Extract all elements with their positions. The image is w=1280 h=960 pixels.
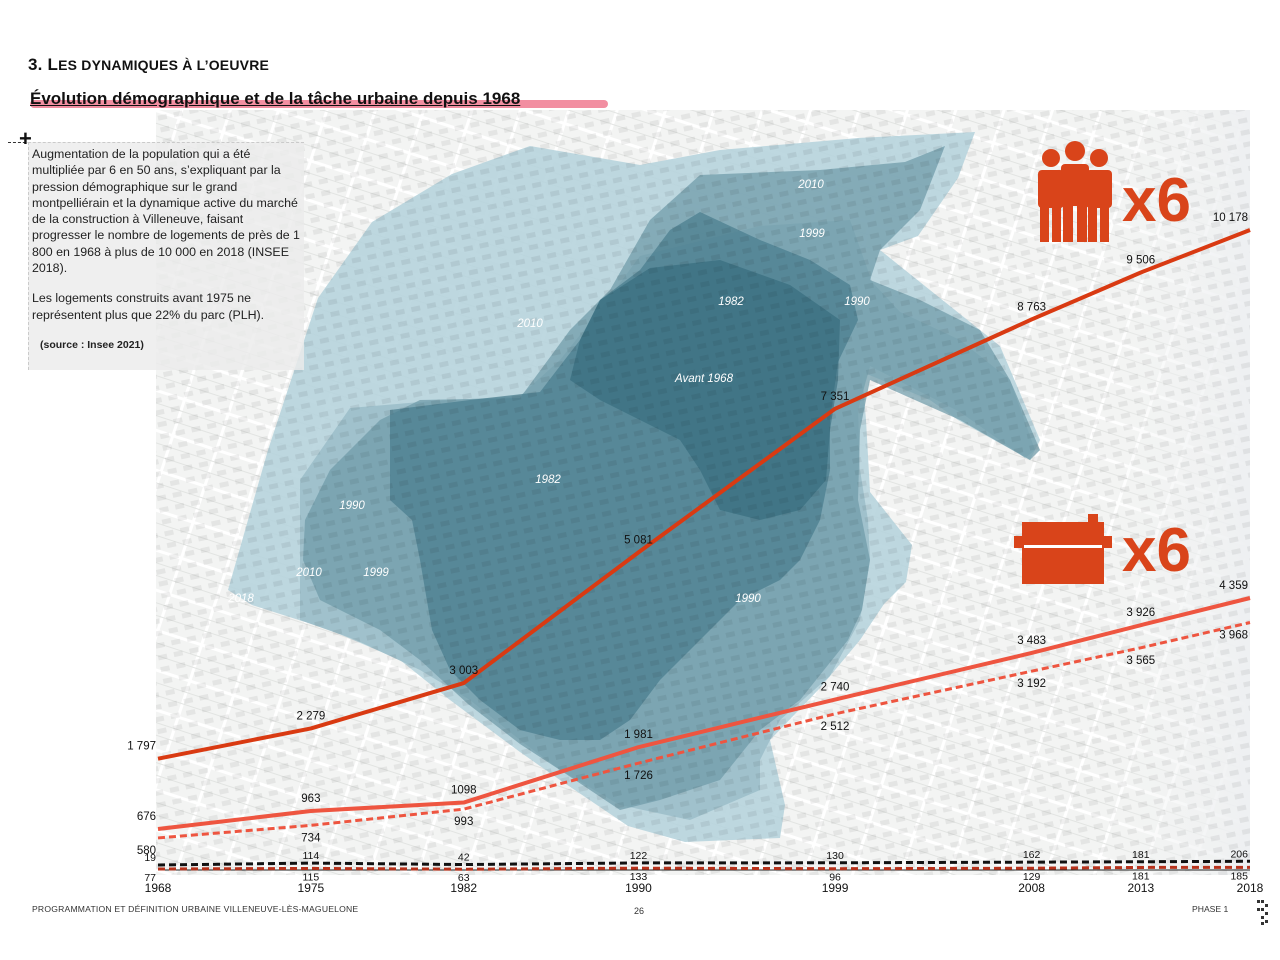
data-label-housing-main: 734: [301, 832, 321, 844]
map-zone-label: 1982: [718, 296, 744, 308]
population-multiplier: x6: [1122, 166, 1191, 235]
data-label-housing-total: 676: [137, 811, 156, 823]
map-zone-label: 1982: [535, 474, 561, 486]
series-line-pop: [157, 228, 1251, 761]
subtitle-highlight: [30, 100, 608, 108]
series-line-small-a: [157, 859, 1251, 867]
data-label-small-b: 96: [829, 872, 841, 884]
map-zone-label: 1990: [339, 500, 365, 512]
data-label-housing-total: 1098: [451, 785, 477, 797]
source-note: (source : Insee 2021): [40, 338, 144, 351]
data-label-housing-total: 3 926: [1126, 607, 1155, 619]
map-zone-label: 1990: [735, 593, 761, 605]
map-zone-label: 2018: [227, 593, 254, 605]
x-tick-label: 2018: [1237, 881, 1264, 895]
data-label-housing-total: 963: [301, 793, 320, 805]
data-label-housing-main: 3 565: [1126, 655, 1155, 667]
x-tick-label: 1990: [625, 881, 652, 895]
data-label-small-b: 185: [1230, 870, 1248, 882]
chart-plot: 1968 1975 1982 1990 1999 2008 2013 2018 1 797 2 2…: [127, 212, 1263, 895]
data-label-pop: 8 763: [1017, 301, 1046, 313]
data-label-small-a: 122: [630, 850, 648, 862]
data-label-pop: 9 506: [1126, 254, 1155, 266]
data-label-small-b: 63: [458, 872, 470, 884]
description-paragraph-1: Augmentation de la population qui a été …: [32, 147, 300, 276]
data-label-pop: 3 003: [449, 665, 478, 677]
data-label-small-a: 130: [826, 850, 844, 862]
map-zone-label: 2010: [797, 179, 824, 191]
x-tick-label: 1975: [298, 881, 325, 895]
map-labels: Avant 1968 1982 1982 1990 1990 1990 1999 1999 20…: [227, 179, 870, 605]
data-label-small-a: 42: [458, 852, 470, 864]
map-zone-label: 2010: [516, 318, 543, 330]
chart-subtitle: Évolution démographique et de la tâche u…: [30, 89, 521, 108]
data-label-housing-main: 3 192: [1017, 678, 1046, 690]
data-label-small-b: 129: [1023, 871, 1041, 883]
data-label-housing-total: 1 981: [624, 729, 653, 741]
data-label-small-a: 114: [303, 850, 320, 862]
footer-page-number: 26: [634, 906, 645, 916]
data-label-housing-main: 993: [454, 816, 473, 828]
x-tick-label: 2008: [1018, 881, 1045, 895]
data-label-small-a: 162: [1023, 849, 1041, 861]
description-textbox: Augmentation de la population qui a été …: [28, 142, 304, 370]
data-label-housing-total: 3 483: [1017, 635, 1046, 647]
x-tick-label: 1999: [822, 881, 849, 895]
data-label-small-a: 181: [1132, 849, 1150, 861]
data-label-pop: 10 178: [1213, 212, 1248, 224]
data-label-pop: 7 351: [821, 391, 850, 403]
data-label-small-a: 206: [1230, 848, 1248, 860]
data-label-pop: 2 279: [296, 710, 325, 722]
section-title: 3. LES DYNAMIQUES À L’OEUVRE: [28, 55, 270, 74]
house-icon: [1014, 514, 1112, 584]
map-zone-label: 1999: [799, 228, 825, 240]
data-label-pop: 1 797: [127, 741, 156, 753]
studio-logo-icon: [1257, 900, 1269, 926]
data-label-housing-main: 2 512: [821, 721, 850, 733]
series-line-small-b: [157, 865, 1251, 871]
x-tick-label: 2013: [1127, 881, 1154, 895]
people-group-icon: [1038, 141, 1112, 242]
data-label-pop: 5 081: [624, 534, 653, 546]
map-zone-label: 2010: [295, 567, 322, 579]
footer-phase: PHASE 1: [1192, 904, 1229, 914]
map-zone-label: 1990: [844, 296, 870, 308]
data-label-housing-total: 2 740: [821, 682, 850, 694]
data-label-housing-main: 3 968: [1219, 630, 1248, 642]
x-tick-label: 1982: [450, 881, 477, 895]
data-label-small-b: 133: [630, 871, 648, 883]
data-label-housing-main: 580: [137, 845, 156, 857]
data-label-small-b: 77: [144, 872, 156, 884]
x-tick-label: 1968: [145, 881, 172, 895]
map-zone-label: 1999: [363, 567, 389, 579]
data-label-small-b: 115: [303, 871, 320, 883]
housing-multiplier: x6: [1122, 516, 1191, 585]
data-label-housing-main: 1 726: [624, 770, 653, 782]
footer-document-title: PROGRAMMATION ET DÉFINITION URBAINE VILL…: [32, 904, 359, 914]
series-line-housing-total: [157, 596, 1251, 831]
map-zone-label: Avant 1968: [674, 373, 734, 385]
data-label-small-a: 19: [144, 852, 156, 864]
data-label-small-b: 181: [1132, 870, 1150, 882]
series-line-housing-main: [157, 621, 1251, 840]
data-label-housing-total: 4 359: [1219, 580, 1248, 592]
description-paragraph-2: Les logements construits avant 1975 ne r…: [32, 291, 265, 322]
